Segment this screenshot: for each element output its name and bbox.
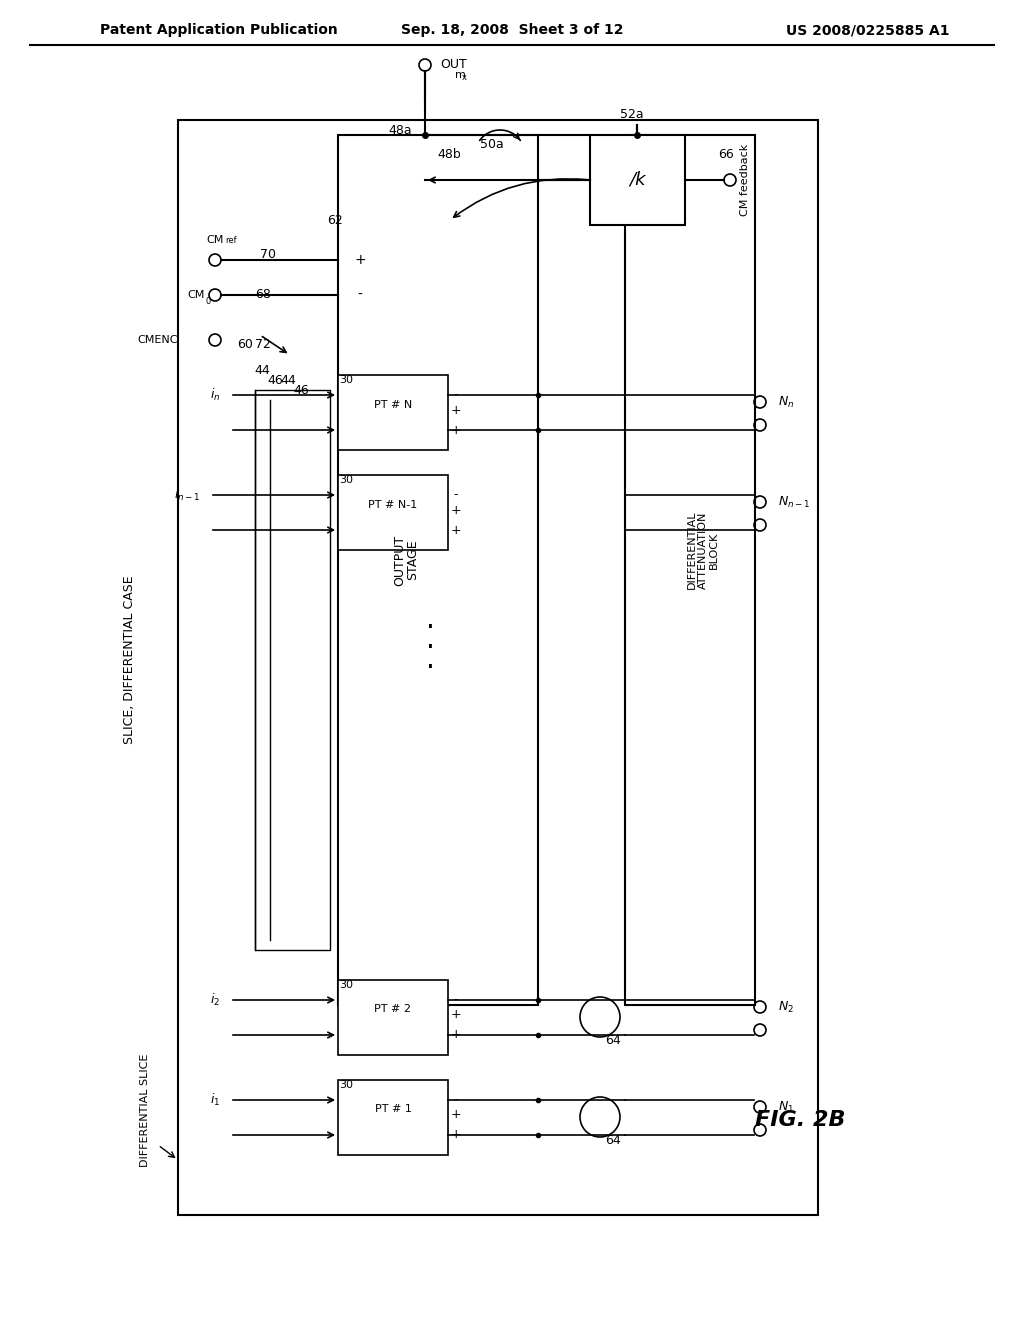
Text: 48a: 48a bbox=[388, 124, 412, 136]
Text: 64: 64 bbox=[605, 1034, 621, 1047]
Text: 46: 46 bbox=[267, 374, 283, 387]
Bar bbox=[338, 979, 449, 1055]
Text: 46: 46 bbox=[293, 384, 309, 396]
Text: 30: 30 bbox=[339, 375, 353, 385]
Text: 72: 72 bbox=[255, 338, 271, 351]
Text: -: - bbox=[454, 1093, 459, 1106]
Text: .: . bbox=[426, 626, 434, 653]
Text: $i_2$: $i_2$ bbox=[210, 991, 220, 1008]
Text: $i_n$: $i_n$ bbox=[210, 387, 220, 403]
Bar bbox=[178, 120, 818, 1214]
Bar bbox=[625, 135, 755, 1005]
Text: DIFFERENTIAL SLICE: DIFFERENTIAL SLICE bbox=[140, 1053, 150, 1167]
Text: US 2008/0225885 A1: US 2008/0225885 A1 bbox=[786, 22, 950, 37]
Text: 48b: 48b bbox=[437, 149, 461, 161]
Text: m: m bbox=[455, 70, 466, 81]
Text: $i_{n-1}$: $i_{n-1}$ bbox=[173, 487, 200, 503]
Text: OUTPUT: OUTPUT bbox=[393, 535, 407, 586]
Text: 70: 70 bbox=[260, 248, 276, 261]
Text: CMENC: CMENC bbox=[137, 335, 178, 345]
Text: $i_1$: $i_1$ bbox=[210, 1092, 220, 1107]
Text: +: + bbox=[451, 524, 462, 536]
Text: BLOCK: BLOCK bbox=[709, 532, 719, 569]
Text: 52a: 52a bbox=[620, 108, 644, 121]
Text: +: + bbox=[451, 1028, 462, 1041]
Text: PT # 2: PT # 2 bbox=[375, 1005, 412, 1015]
Bar bbox=[590, 135, 685, 224]
Text: $N_2$: $N_2$ bbox=[778, 999, 794, 1015]
Text: STAGE: STAGE bbox=[407, 540, 420, 581]
Text: .: . bbox=[426, 606, 434, 634]
Bar bbox=[338, 375, 449, 450]
Text: +: + bbox=[451, 503, 462, 516]
Text: SLICE, DIFFERENTIAL CASE: SLICE, DIFFERENTIAL CASE bbox=[124, 576, 136, 744]
Text: ATTENUATION: ATTENUATION bbox=[698, 511, 708, 589]
Text: 62: 62 bbox=[327, 214, 343, 227]
Text: 30: 30 bbox=[339, 979, 353, 990]
Text: +: + bbox=[354, 253, 366, 267]
Text: +: + bbox=[451, 404, 462, 417]
Text: -: - bbox=[454, 488, 459, 502]
Text: CM feedback: CM feedback bbox=[740, 144, 750, 216]
Bar bbox=[338, 135, 538, 1005]
Text: 44: 44 bbox=[280, 374, 296, 387]
Text: +: + bbox=[451, 1109, 462, 1122]
Text: +: + bbox=[451, 424, 462, 437]
Text: +: + bbox=[451, 1008, 462, 1022]
Text: 50a: 50a bbox=[480, 139, 504, 152]
Text: $N_1$: $N_1$ bbox=[778, 1100, 794, 1114]
Text: .: . bbox=[426, 645, 434, 675]
Text: CM: CM bbox=[187, 290, 205, 300]
Text: 0: 0 bbox=[205, 297, 210, 305]
Text: 66: 66 bbox=[718, 149, 734, 161]
Text: ref: ref bbox=[225, 236, 237, 246]
Text: -: - bbox=[454, 388, 459, 401]
Text: OUT: OUT bbox=[440, 58, 467, 71]
Text: PT # 1: PT # 1 bbox=[375, 1105, 412, 1114]
Text: x: x bbox=[462, 74, 467, 82]
Bar bbox=[338, 475, 449, 550]
Text: -: - bbox=[357, 288, 362, 302]
Text: FIG. 2B: FIG. 2B bbox=[755, 1110, 845, 1130]
Text: -: - bbox=[454, 994, 459, 1006]
Text: $N_{n-1}$: $N_{n-1}$ bbox=[778, 495, 810, 510]
Text: 60: 60 bbox=[238, 338, 253, 351]
Bar bbox=[255, 389, 330, 950]
Text: PT # N: PT # N bbox=[374, 400, 412, 409]
Text: 30: 30 bbox=[339, 1080, 353, 1090]
Text: $N_n$: $N_n$ bbox=[778, 395, 795, 409]
Text: 64: 64 bbox=[605, 1134, 621, 1147]
Text: DIFFERENTIAL: DIFFERENTIAL bbox=[687, 511, 697, 589]
Text: 30: 30 bbox=[339, 475, 353, 484]
Text: PT # N-1: PT # N-1 bbox=[369, 499, 418, 510]
Bar bbox=[338, 1080, 449, 1155]
Text: Patent Application Publication: Patent Application Publication bbox=[100, 22, 338, 37]
Text: Sep. 18, 2008  Sheet 3 of 12: Sep. 18, 2008 Sheet 3 of 12 bbox=[400, 22, 624, 37]
Text: /k: /k bbox=[630, 172, 646, 189]
Text: 68: 68 bbox=[255, 289, 271, 301]
Text: CM: CM bbox=[206, 235, 223, 246]
Text: +: + bbox=[451, 1129, 462, 1142]
Text: 44: 44 bbox=[254, 363, 270, 376]
